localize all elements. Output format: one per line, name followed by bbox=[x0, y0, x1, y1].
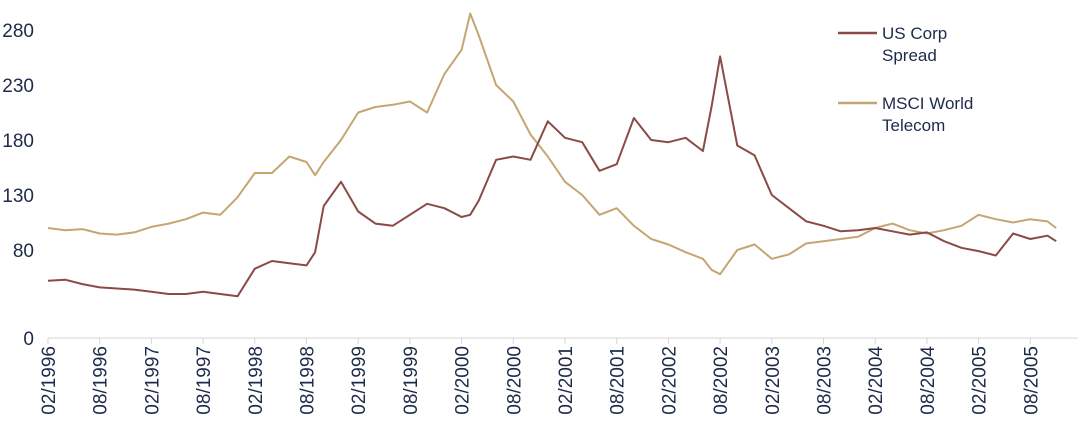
y-tick-label: 80 bbox=[13, 241, 34, 262]
x-tick-label: 02/2000 bbox=[453, 346, 474, 415]
x-tick-label: 08/2005 bbox=[1021, 346, 1042, 415]
y-tick-label: 280 bbox=[2, 21, 34, 42]
x-tick-label: 08/2002 bbox=[711, 346, 732, 415]
x-tick-label: 02/2005 bbox=[970, 346, 991, 415]
y-axis-ticks: 0 80 130 180 230 280 bbox=[2, 21, 34, 350]
x-tick-label: 02/2003 bbox=[763, 346, 784, 415]
series-lines bbox=[47, 12, 1057, 298]
x-tick-label: 08/2000 bbox=[504, 346, 525, 415]
x-tick-label: 08/2004 bbox=[918, 346, 939, 415]
x-tick-label: 08/1996 bbox=[91, 346, 112, 415]
x-tick-label: 08/2001 bbox=[608, 346, 629, 415]
x-axis-ticks: 02/1996 08/1996 02/1997 08/1997 02/1998 08/19… bbox=[39, 338, 1042, 415]
x-tick-label: 02/1998 bbox=[246, 346, 267, 415]
x-tick-label: 02/2004 bbox=[866, 346, 887, 415]
x-tick-label: 02/1997 bbox=[142, 346, 163, 415]
y-tick-label: 230 bbox=[2, 76, 34, 97]
legend-label: MSCI World Telecom bbox=[882, 94, 973, 135]
legend: US Corp Spread MSCI World Telecom bbox=[838, 24, 973, 135]
x-tick-label: 02/2002 bbox=[659, 346, 680, 415]
x-tick-label: 08/1999 bbox=[401, 346, 422, 415]
x-tick-label: 08/1998 bbox=[298, 346, 319, 415]
series-line-msci-world-telecom bbox=[47, 12, 1057, 276]
x-tick-label: 02/1999 bbox=[349, 346, 370, 415]
legend-label: US Corp Spread bbox=[882, 24, 947, 65]
y-tick-label: 130 bbox=[2, 186, 34, 207]
y-tick-label: 0 bbox=[23, 329, 34, 350]
x-tick-label: 02/2001 bbox=[556, 346, 577, 415]
y-tick-label: 180 bbox=[2, 131, 34, 152]
x-tick-label: 08/2003 bbox=[815, 346, 836, 415]
x-tick-label: 02/1996 bbox=[39, 346, 60, 415]
x-tick-label: 08/1997 bbox=[194, 346, 215, 415]
series-line-us-corp-spread bbox=[47, 55, 1057, 298]
